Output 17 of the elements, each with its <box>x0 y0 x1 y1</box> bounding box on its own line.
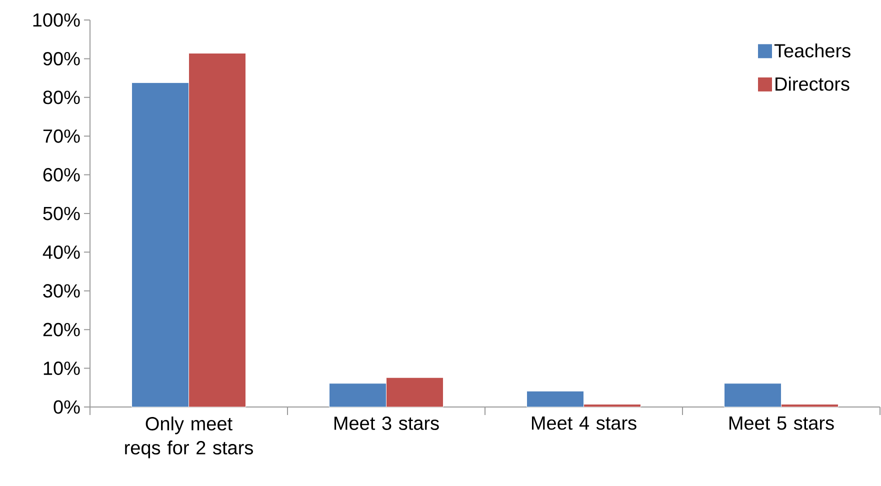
x-tick-label: Only meet reqs for 2 stars <box>125 416 253 458</box>
x-tick-label: Meet 5 stars <box>729 416 834 430</box>
x-tick-label: Meet 4 stars <box>532 416 636 430</box>
y-tick-label: 20% <box>43 322 80 336</box>
y-tick-label: 80% <box>43 90 80 104</box>
y-tick-label: 50% <box>43 206 80 220</box>
y-tick-label: 40% <box>42 245 80 259</box>
legend-label: Directors <box>776 76 850 91</box>
y-tick-label: 10% <box>44 362 80 376</box>
legend-label: Teachers <box>774 44 850 58</box>
y-tick-label: 100% <box>33 13 80 27</box>
y-tick-label: 60% <box>43 168 80 182</box>
x-tick-label: Meet 3 stars <box>334 416 439 430</box>
y-tick-label: 30% <box>43 284 80 298</box>
y-tick-label: 0% <box>54 400 80 414</box>
y-tick-label: 90% <box>43 52 80 66</box>
y-tick-label: 70% <box>43 129 80 143</box>
